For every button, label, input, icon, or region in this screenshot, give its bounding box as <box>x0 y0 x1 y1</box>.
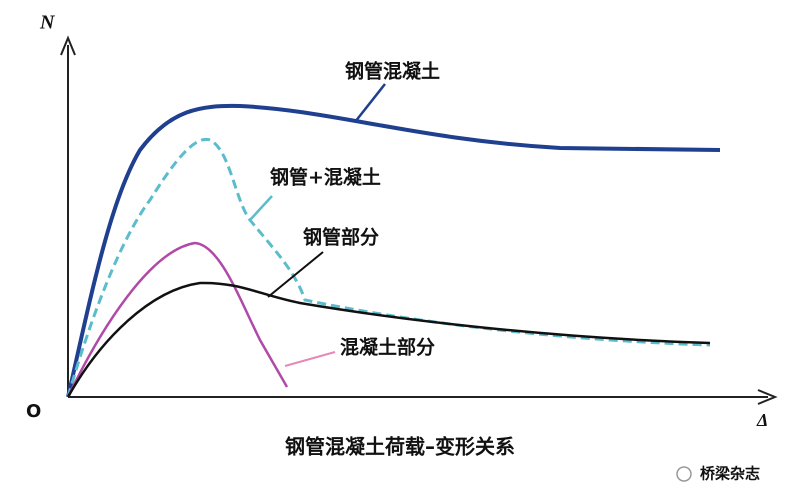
y-arrow <box>60 35 76 56</box>
curve-label: 钢管部分 <box>303 226 379 249</box>
steel-curve <box>66 281 711 398</box>
watermark: 桥梁杂志 <box>700 465 760 483</box>
y-axis-label: N <box>39 12 56 34</box>
composite-curve <box>66 103 721 398</box>
x-arrow <box>757 389 778 405</box>
leader-line <box>267 251 324 298</box>
x-axis-label: Δ <box>756 410 768 430</box>
concrete-curve <box>66 241 289 398</box>
curve-label: 混凝土部分 <box>340 336 435 359</box>
leader-line <box>354 83 386 123</box>
curve-label: 钢管混凝土 <box>345 60 440 83</box>
watermark-icon <box>676 466 692 482</box>
leader-line <box>249 195 273 221</box>
curve-label: 钢管+混凝土 <box>270 166 381 189</box>
origin-label: O <box>26 401 41 422</box>
caption: 钢管混凝土荷载–变形关系 <box>285 435 515 459</box>
leader-line <box>284 351 336 367</box>
